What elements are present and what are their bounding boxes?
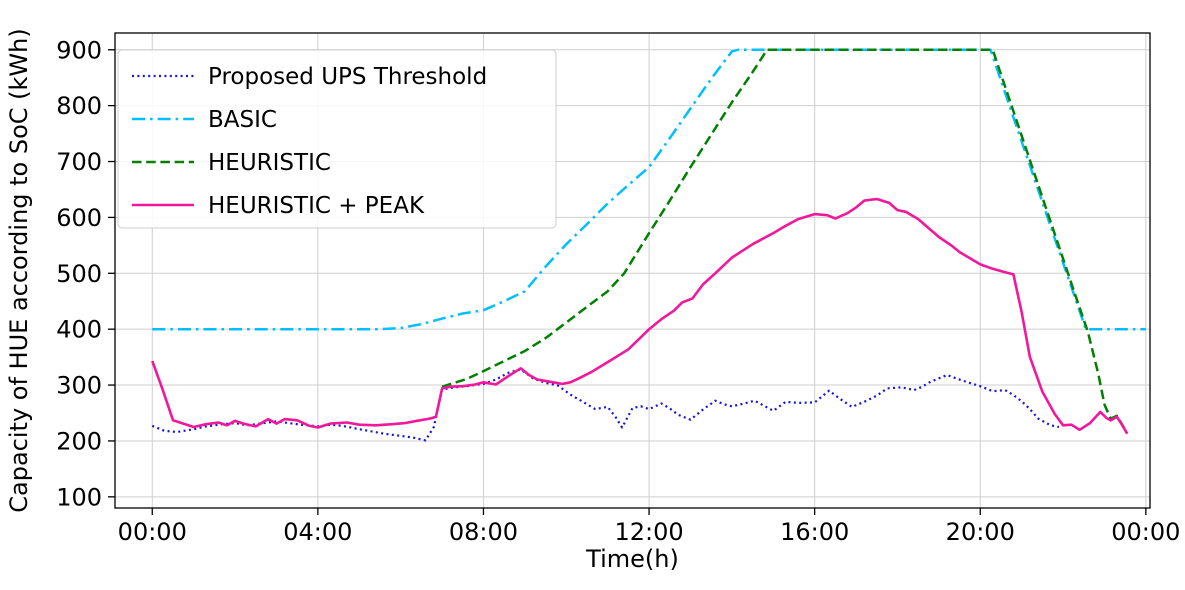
x-tick-label: 20:00 (946, 518, 1015, 546)
plot-border (114, 32, 1151, 509)
series-line-heuristic (441, 48, 1129, 434)
legend-label-basic: BASIC (208, 107, 277, 133)
x-tick-label: 16:00 (780, 518, 849, 546)
series-heuristic (441, 48, 1129, 434)
y-tick-label: 900 (56, 36, 102, 64)
x-tick-label: 12:00 (614, 518, 683, 546)
y-axis: 100 200 300 400 500 600 700 800 900 (56, 36, 115, 511)
x-tick-label: 00:00 (1111, 518, 1180, 546)
y-tick-label: 800 (56, 92, 102, 120)
legend-label-heuristic: HEURISTIC (208, 150, 331, 176)
y-tick-label: 500 (56, 260, 102, 288)
x-tick-label: 00:00 (118, 518, 187, 546)
legend-label-proposed-ups-threshold: Proposed UPS Threshold (208, 64, 487, 90)
y-tick-label: 100 (56, 483, 102, 511)
y-tick-label: 600 (56, 204, 102, 232)
legend-box (117, 49, 557, 229)
x-axis-label: Time(h) (585, 545, 679, 573)
x-axis: 00:00 04:00 08:00 12:00 16:00 20:00 00:00 (118, 508, 1180, 546)
series-line-heuristic-peak (151, 197, 1129, 435)
y-tick-label: 300 (56, 372, 102, 400)
legend-label-heuristic-peak: HEURISTIC + PEAK (208, 193, 425, 219)
y-tick-label: 200 (56, 427, 102, 455)
x-tick-label: 04:00 (283, 518, 352, 546)
legend: Proposed UPS Threshold BASIC HEURISTIC HEUR… (117, 49, 557, 229)
series-heuristic-peak (151, 197, 1129, 435)
y-tick-label: 400 (56, 316, 102, 344)
y-tick-label: 700 (56, 148, 102, 176)
x-tick-label: 08:00 (449, 518, 518, 546)
y-axis-label: Capacity of HUE according to SoC (kWh) (5, 28, 33, 512)
